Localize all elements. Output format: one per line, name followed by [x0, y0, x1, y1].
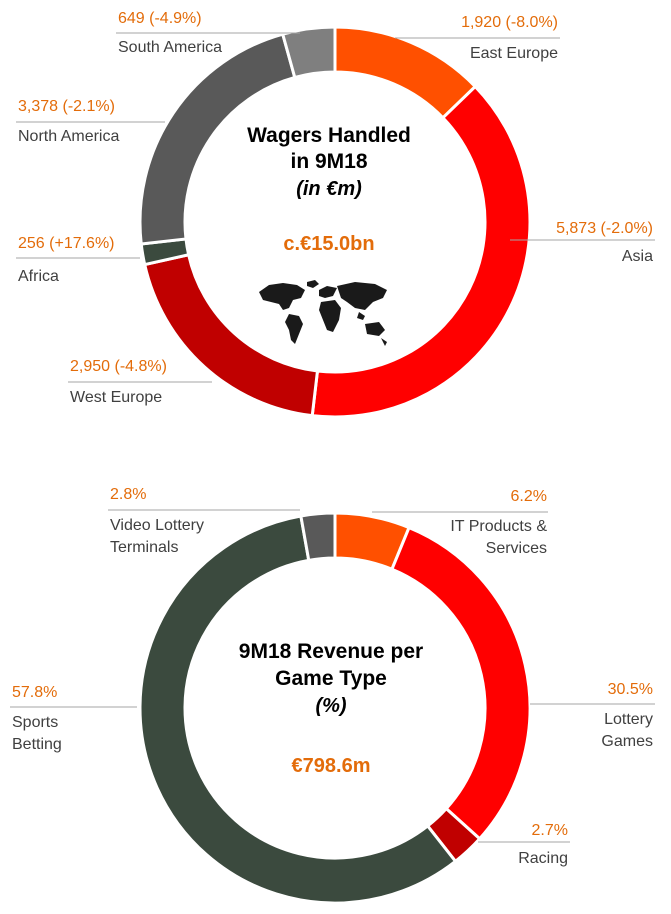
value-label-sports-betting: 57.8%	[12, 684, 57, 701]
revenue-subtitle: (%)	[315, 695, 346, 717]
category-label-asia: Asia	[622, 248, 653, 265]
donut-slice-lottery-games	[390, 525, 532, 841]
donut-slice-video-lottery-terminals	[299, 511, 337, 563]
value-label-lottery-games: 30.5%	[608, 681, 653, 698]
category-label-it-products-line-2: Services	[486, 540, 547, 557]
value-label-north-america: 3,378 (-2.1%)	[18, 98, 115, 115]
value-label-video-lottery: 2.8%	[110, 486, 146, 503]
category-label-video-lottery-line-2: Terminals	[110, 539, 178, 556]
donut-slice-south-america	[280, 25, 337, 80]
donut-slice-asia	[310, 84, 532, 419]
category-label-africa: Africa	[18, 268, 59, 285]
value-label-asia: 5,873 (-2.0%)	[556, 220, 653, 237]
revenue-title-line-1: 9M18 Revenue per	[239, 640, 423, 663]
category-label-west-europe: West Europe	[70, 389, 162, 406]
donut-slice-sports-betting	[138, 514, 458, 905]
category-label-lottery-games-line-1: Lottery	[604, 711, 653, 728]
revenue-donut-chart: 2.8% Video Lottery Terminals 6.2% IT Pro…	[10, 486, 655, 905]
value-label-east-europe: 1,920 (-8.0%)	[461, 14, 558, 31]
wagers-subtitle: (in €m)	[296, 178, 362, 200]
value-label-west-europe: 2,950 (-4.8%)	[70, 358, 167, 375]
world-map-icon	[259, 280, 387, 346]
category-label-it-products-line-1: IT Products &	[450, 518, 547, 535]
category-label-lottery-games-line-2: Games	[601, 733, 653, 750]
value-label-it-products: 6.2%	[511, 488, 547, 505]
category-label-sports-betting-line-2: Betting	[12, 736, 62, 753]
value-label-racing: 2.7%	[532, 822, 568, 839]
category-label-south-america: South America	[118, 39, 222, 56]
value-label-south-america: 649 (-4.9%)	[118, 10, 202, 27]
wagers-total: c.€15.0bn	[283, 233, 374, 255]
category-label-video-lottery-line-1: Video Lottery	[110, 517, 204, 534]
wagers-slices	[138, 25, 532, 419]
revenue-title-line-2: Game Type	[275, 667, 387, 690]
donut-slice-east-europe	[333, 25, 478, 120]
wagers-title-line-1: Wagers Handled	[247, 124, 411, 147]
revenue-slices	[138, 511, 532, 905]
category-label-east-europe: East Europe	[470, 45, 558, 62]
category-label-racing: Racing	[518, 850, 568, 867]
wagers-title-line-2: in 9M18	[290, 150, 367, 173]
category-label-sports-betting-line-1: Sports	[12, 714, 58, 731]
category-label-north-america: North America	[18, 128, 119, 145]
wagers-donut-chart: 649 (-4.9%) South America 1,920 (-8.0%) …	[16, 10, 655, 419]
value-label-africa: 256 (+17.6%)	[18, 235, 115, 252]
revenue-total: €798.6m	[292, 755, 371, 777]
